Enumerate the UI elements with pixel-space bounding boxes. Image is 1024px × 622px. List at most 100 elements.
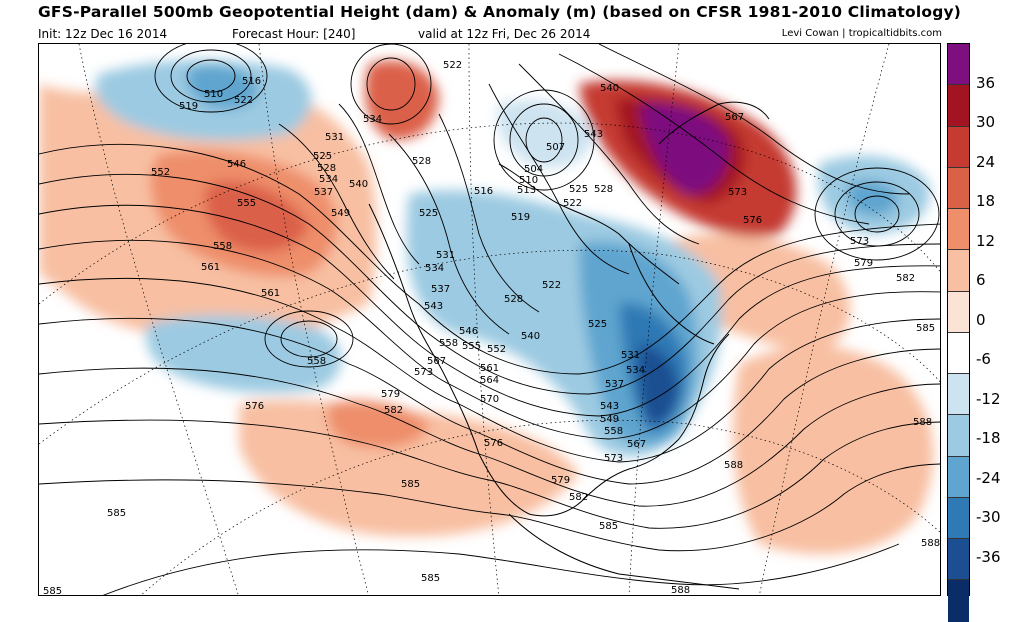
contour-label: 576 [484, 438, 503, 449]
anomaly-negative-region [146, 314, 342, 393]
contour-label: 522 [563, 198, 582, 209]
anomaly-colorbar [947, 43, 970, 622]
map-title: GFS-Parallel 500mb Geopotential Height (… [38, 3, 962, 21]
contour-label: 588 [671, 585, 690, 596]
contour-label: 531 [621, 350, 640, 361]
contour-label: 585 [421, 573, 440, 584]
contour-label: 546 [227, 159, 246, 170]
contour-label: 558 [604, 426, 623, 437]
contour-label: 507 [546, 142, 565, 153]
colorbar-label: 18 [976, 192, 996, 210]
contour-label: 567 [725, 112, 744, 123]
colorbar-label: -18 [976, 429, 1001, 447]
contour-label: 534 [363, 114, 382, 125]
colorbar-swatch [948, 44, 969, 86]
colorbar-label: -30 [976, 508, 1001, 526]
contour-label: 558 [307, 356, 326, 367]
anomaly-min [637, 344, 679, 425]
contour-label: 567 [627, 439, 646, 450]
contour-label: 543 [600, 401, 619, 412]
contour-label: 570 [480, 394, 499, 405]
anomaly-negative-region [847, 180, 899, 216]
contour-label: 522 [443, 60, 462, 71]
colorbar-swatch [948, 209, 969, 251]
contour-label: 588 [913, 417, 932, 428]
colorbar-swatch [948, 580, 969, 622]
colorbar-swatch [948, 497, 969, 540]
contour-label: 555 [462, 341, 481, 352]
colorbar-label: -12 [976, 389, 1001, 408]
contour-label: 561 [261, 288, 280, 299]
contour-label: 534 [425, 263, 444, 274]
contour-label: 588 [921, 538, 940, 549]
credit-text: Levi Cowan | tropicaltidbits.com [781, 28, 942, 39]
contour-label: 540 [600, 83, 619, 94]
contour-label: 540 [349, 179, 368, 190]
colorbar-label: -6 [976, 350, 991, 368]
anomaly-positive-region [733, 345, 934, 554]
contour-label: 552 [487, 344, 506, 355]
colorbar-label: -24 [976, 468, 1001, 487]
contour-label: 516 [242, 76, 261, 87]
contour-label: 525 [588, 319, 607, 330]
contour-label: 525 [313, 151, 332, 162]
graticule [39, 44, 940, 595]
contour-label: 585 [43, 586, 62, 596]
contour-label: 558 [439, 338, 458, 349]
contour-label: 528 [317, 163, 336, 174]
map-canvas: 510 516 519 522 522 531 534 525 528 534 … [39, 44, 940, 596]
colorbar-label: 24 [976, 152, 996, 171]
contour-label: 522 [234, 95, 253, 106]
anomaly-peak [639, 103, 730, 195]
contour-label: 543 [584, 129, 603, 140]
contour-label: 549 [600, 414, 619, 425]
contour-label: 588 [724, 460, 743, 471]
contour-label: 573 [604, 453, 623, 464]
anomaly-positive-region [659, 233, 851, 354]
contour-label: 579 [854, 258, 873, 269]
anomaly-negative-region [497, 100, 594, 168]
contour-label: 519 [179, 101, 198, 112]
colorbar-label: 6 [976, 271, 986, 289]
colorbar-swatch [948, 167, 969, 210]
forecast-hour: Forecast Hour: [240] [232, 27, 356, 41]
contour-label: 582 [384, 405, 403, 416]
colorbar-swatch [948, 291, 969, 333]
contour-label: 534 [626, 365, 645, 376]
colorbar-label: 36 [976, 73, 996, 92]
contour-label: 531 [436, 250, 455, 261]
contour-label: 573 [414, 367, 433, 378]
colorbar-swatch [948, 250, 969, 292]
contour-label: 504 [524, 164, 543, 175]
contour-label: 567 [427, 356, 446, 367]
colorbar-swatch [948, 539, 969, 581]
anomaly-shading [39, 59, 934, 554]
contour-label: 558 [213, 241, 232, 252]
colorbar-swatch [948, 415, 969, 457]
contour-label: 582 [896, 273, 915, 284]
contour-label: 510 [519, 175, 538, 186]
contour-label: 522 [542, 280, 561, 291]
contour-label: 585 [599, 521, 618, 532]
contour-label: 573 [850, 236, 869, 247]
anomaly-positive-region [365, 60, 439, 140]
contour-label: 525 [419, 208, 438, 219]
contour-label: 546 [459, 326, 478, 337]
contour-label: 534 [319, 174, 338, 185]
contour-label: 528 [594, 184, 613, 195]
contour-label: 537 [605, 379, 624, 390]
contour-label: 537 [431, 284, 450, 295]
contour-label: 585 [107, 508, 126, 519]
contour-label: 510 [204, 89, 223, 100]
map-panel: 510 516 519 522 522 531 534 525 528 534 … [38, 43, 941, 596]
contour-label: 573 [728, 187, 747, 198]
contour-label: 513 [517, 185, 536, 196]
colorbar-label: 12 [976, 231, 996, 250]
anomaly-positive-region [205, 181, 309, 253]
contour-label: 525 [569, 184, 588, 195]
contour-label: 576 [245, 401, 264, 412]
contour-label: 579 [381, 389, 400, 400]
contour-labels: 510 516 519 522 522 531 534 525 528 534 … [43, 60, 940, 596]
height-contours [39, 44, 940, 595]
contour-label: 531 [325, 132, 344, 143]
